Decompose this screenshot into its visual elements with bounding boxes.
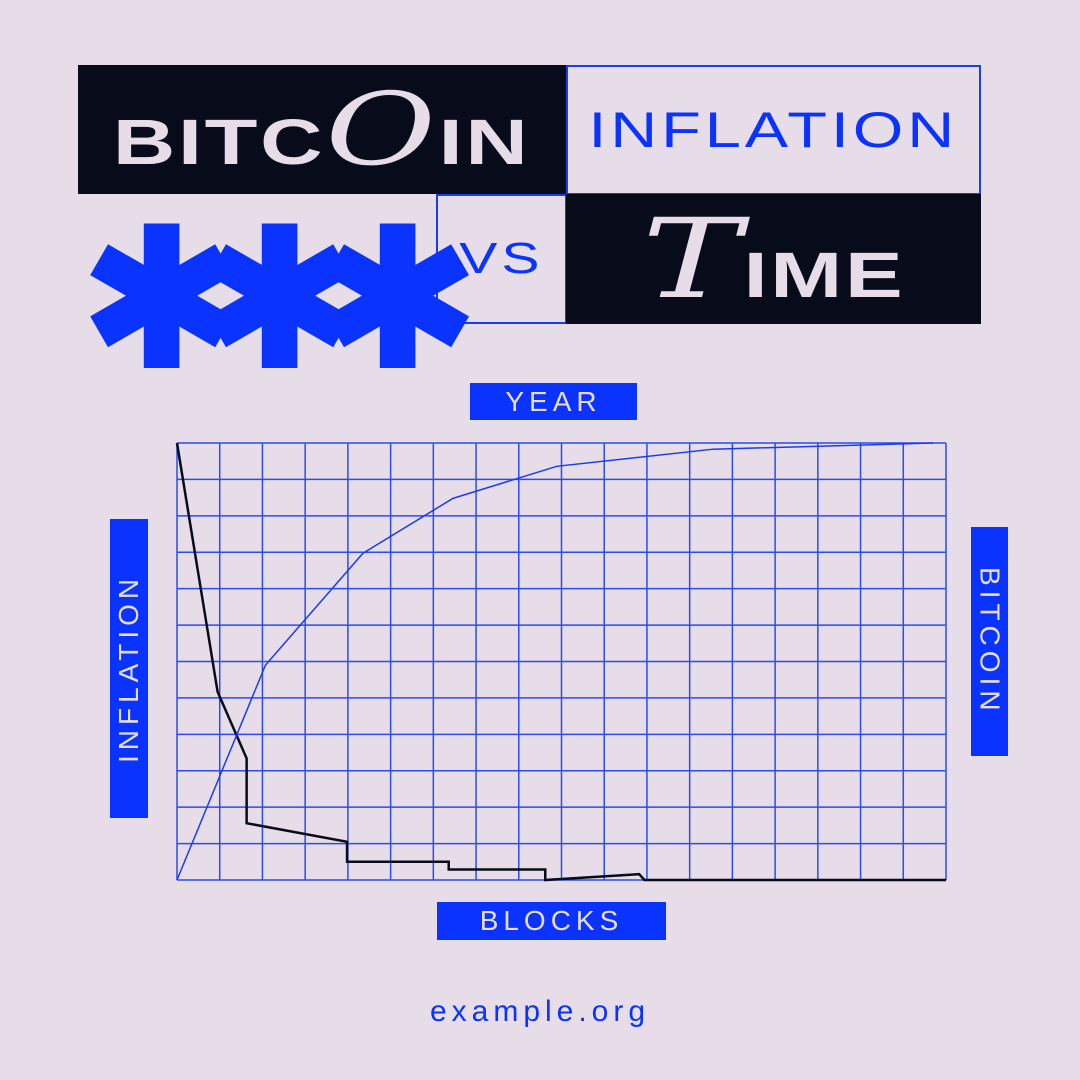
title-time-block: TIME [566,194,981,324]
title-bitcoin: BITCOIN [113,71,531,188]
asterisk-icon: ✱ [200,194,360,406]
asterisk-icon: ✱ [82,194,242,406]
series-line-bitcoin [176,442,934,881]
title-time: TIME [641,195,906,323]
title-inflation: INFLATION [588,102,959,158]
chart-y-label-right: BITCOIN [971,527,1008,756]
chart-x-label: BLOCKS [437,902,666,940]
asterisk-icon: ✱ [318,194,478,406]
chart-top-label: YEAR [470,383,637,420]
series-line-inflation [175,442,946,882]
title-bitcoin-block: BITCOIN [78,65,566,194]
title-vs: VS [459,234,544,283]
footer-url[interactable]: example.org [429,995,651,1028]
